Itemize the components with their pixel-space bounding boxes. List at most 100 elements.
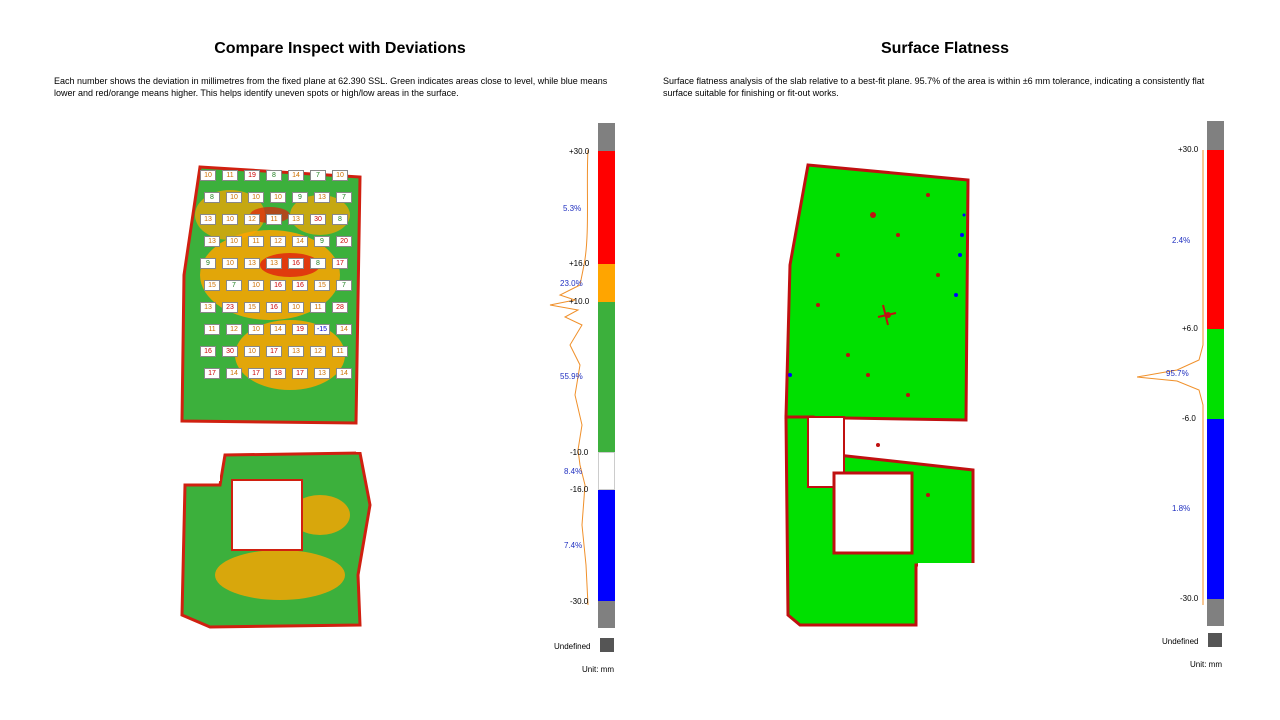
deviation-label: 17: [266, 346, 282, 357]
right-pct-2: 95.7%: [1166, 369, 1189, 378]
deviation-label: 16: [266, 302, 282, 313]
legend-red: [1207, 150, 1224, 329]
deviation-label: 10: [270, 192, 286, 203]
deviation-label: 13: [288, 214, 304, 225]
deviation-label: 10: [226, 192, 242, 203]
deviation-label: 13: [266, 258, 282, 269]
deviation-label: 12: [310, 346, 326, 357]
legend-undefined-bottom: [1207, 599, 1224, 626]
deviation-label: 14: [292, 236, 308, 247]
right-legend-bar: [1207, 121, 1224, 626]
right-undefined-label: Undefined: [1162, 637, 1199, 646]
right-histogram: [1137, 150, 1204, 605]
deviation-label: 10: [222, 214, 238, 225]
right-tick-4: -30.0: [1180, 594, 1199, 603]
deviation-label: 10: [226, 236, 242, 247]
deviation-label: 19: [292, 324, 308, 335]
right-pct-1: 2.4%: [1172, 236, 1191, 245]
left-tick-5: -16.0: [570, 485, 589, 494]
legend-undefined-top: [1207, 121, 1224, 150]
deviation-label: 12: [244, 214, 260, 225]
deviation-label: 7: [310, 170, 326, 181]
right-pct-3: 1.8%: [1172, 504, 1191, 513]
deviation-label: 10: [222, 258, 238, 269]
deviation-label: 13: [288, 346, 304, 357]
right-tick-3: -6.0: [1182, 414, 1196, 423]
deviation-label: 17: [204, 368, 220, 379]
deviation-label: 16: [200, 346, 216, 357]
deviation-label: 11: [332, 346, 348, 357]
deviation-label: 12: [226, 324, 242, 335]
deviation-label: 28: [332, 302, 348, 313]
deviation-label: 11: [310, 302, 326, 313]
deviation-label: 10: [200, 170, 216, 181]
right-tick-2: +6.0: [1182, 324, 1198, 333]
legend-blue: [1207, 419, 1224, 599]
deviation-label: -15: [314, 324, 330, 335]
deviation-label: 15: [204, 280, 220, 291]
legend-undefined-top: [598, 123, 615, 151]
deviation-label: 11: [222, 170, 238, 181]
deviation-label: 8: [332, 214, 348, 225]
right-unit-label: Unit: mm: [1190, 660, 1222, 669]
deviation-label: 15: [314, 280, 330, 291]
deviation-label: 13: [244, 258, 260, 269]
legend-blue: [598, 490, 615, 601]
deviation-label: 30: [222, 346, 238, 357]
left-pct-1: 5.3%: [563, 204, 582, 213]
left-undefined-label: Undefined: [554, 642, 591, 651]
deviation-label: 7: [336, 280, 352, 291]
flatness-slab-upper: [784, 163, 970, 422]
left-tick-2: +16.0: [569, 259, 590, 268]
deviation-label: 8: [266, 170, 282, 181]
deviation-label: 16: [270, 280, 286, 291]
deviation-label: 11: [204, 324, 220, 335]
left-unit-label: Unit: mm: [582, 665, 614, 674]
right-panel-title: Surface Flatness: [880, 40, 1010, 57]
deviation-map: [180, 165, 386, 629]
deviation-label: 12: [270, 236, 286, 247]
deviation-label: 10: [248, 280, 264, 291]
deviation-label: 10: [248, 192, 264, 203]
left-pct-2: 23.0%: [560, 279, 583, 288]
deviation-label: 13: [314, 192, 330, 203]
deviation-label: 16: [288, 258, 304, 269]
left-pct-4: 8.4%: [564, 467, 583, 476]
left-legend-bar: [598, 123, 615, 628]
deviation-label: 10: [248, 324, 264, 335]
deviation-label: 8: [310, 258, 326, 269]
deviation-label: 11: [266, 214, 282, 225]
deviation-label: 14: [336, 368, 352, 379]
deviation-label: 17: [292, 368, 308, 379]
deviation-label: 17: [248, 368, 264, 379]
left-pct-5: 7.4%: [564, 541, 583, 550]
deviation-label: 8: [204, 192, 220, 203]
deviation-label: 19: [244, 170, 260, 181]
right-panel-description: Surface flatness analysis of the slab re…: [663, 76, 1205, 98]
deviation-label: 17: [332, 258, 348, 269]
left-histogram: [549, 149, 589, 606]
deviation-label: 9: [314, 236, 330, 247]
deviation-label: 14: [336, 324, 352, 335]
deviation-label: 14: [288, 170, 304, 181]
left-tick-3: +10.0: [569, 297, 590, 306]
deviation-label: 7: [226, 280, 242, 291]
deviation-label: 15: [244, 302, 260, 313]
deviation-label: 10: [244, 346, 260, 357]
right-undefined-swatch: [1208, 633, 1222, 647]
left-panel-title: Compare Inspect with Deviations: [214, 40, 466, 57]
deviation-label: 14: [270, 324, 286, 335]
left-pct-3: 55.9%: [560, 372, 583, 381]
legend-orange: [598, 264, 615, 302]
legend-green: [1207, 329, 1224, 419]
left-undefined-swatch: [600, 638, 614, 652]
flatness-map: [784, 163, 978, 628]
deviation-label: 14: [226, 368, 242, 379]
deviation-label: 13: [204, 236, 220, 247]
legend-green: [598, 302, 615, 452]
legend-undefined-bottom: [598, 601, 615, 628]
deviation-label: 13: [200, 302, 216, 313]
left-panel-description: Each number shows the deviation in milli…: [54, 76, 608, 98]
deviation-label: 9: [200, 258, 216, 269]
deviation-label: 10: [332, 170, 348, 181]
